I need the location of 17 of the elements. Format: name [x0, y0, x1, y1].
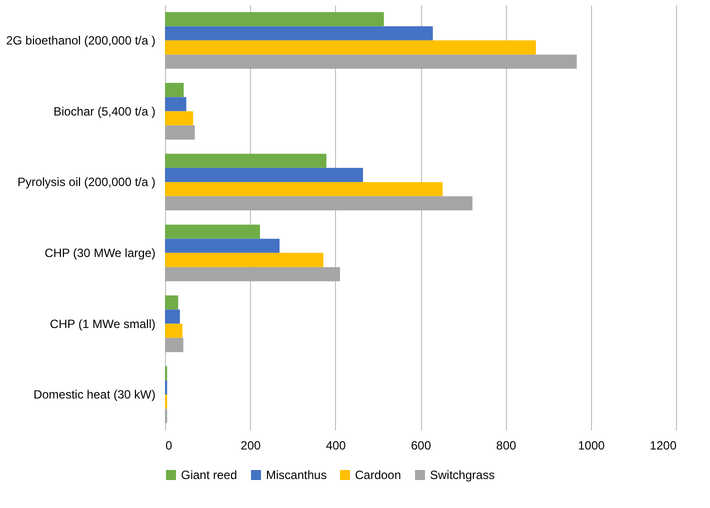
y-tick-label: Pyrolysis oil (200,000 t/a ) [17, 175, 156, 190]
y-tick-label: 2G bioethanol (200,000 t/a ) [6, 33, 156, 48]
x-tick-label: 400 [326, 438, 346, 452]
x-tick-label: 800 [496, 438, 516, 452]
x-tick-label: 1000 [578, 438, 606, 452]
x-tick-label: 200 [240, 438, 261, 452]
legend-label: Cardoon [355, 468, 402, 482]
y-tick-label: Domestic heat (30 kW) [33, 388, 156, 402]
x-tick-label: 1200 [650, 438, 677, 452]
y-tick-label: CHP (1 MWe small) [50, 316, 156, 331]
x-tick-label: 600 [410, 438, 432, 452]
y-tick-label: Biochar (5,400 t/a ) [53, 104, 156, 118]
y-tick-label: CHP (30 MWe large) [44, 246, 156, 260]
legend-label: Miscanthus [266, 468, 327, 482]
legend-label: Giant reed [181, 468, 238, 482]
legend-label: Switchgrass [430, 468, 495, 482]
x-tick-label: 0 [166, 438, 172, 452]
